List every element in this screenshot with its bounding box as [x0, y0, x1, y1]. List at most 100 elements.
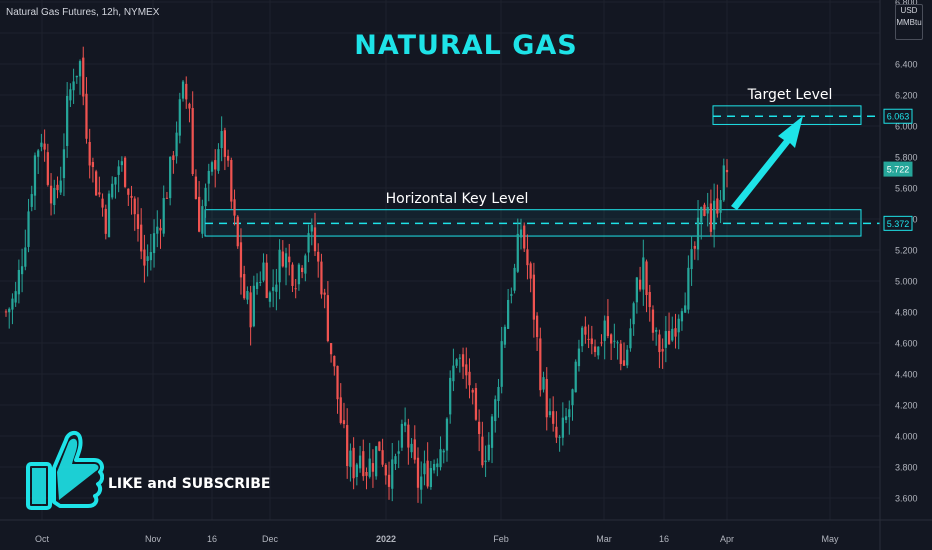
- candle-body: [526, 249, 529, 266]
- y-tick-label: 3.800: [895, 463, 918, 473]
- candle-body: [14, 291, 17, 303]
- candle-body: [542, 377, 545, 390]
- candle-body: [638, 279, 642, 290]
- price-label-text: 6.063: [887, 112, 910, 122]
- candle-body: [11, 298, 14, 310]
- candle-body: [571, 389, 574, 406]
- candle-body: [243, 274, 246, 299]
- candle-body: [169, 156, 172, 199]
- candle-body: [304, 255, 307, 274]
- y-tick-label: 5.800: [895, 153, 918, 163]
- candle-body: [165, 197, 169, 199]
- candle-body: [471, 389, 474, 393]
- candle-body: [358, 455, 362, 469]
- candle-body: [706, 206, 709, 214]
- candle-body: [606, 316, 610, 337]
- candle-body: [49, 185, 53, 204]
- candle-body: [101, 198, 104, 208]
- candle-body: [700, 207, 703, 223]
- candle-body: [24, 247, 27, 267]
- y-tick-label: 6.200: [895, 91, 918, 101]
- price-label: 5.372: [883, 215, 913, 231]
- candle-body: [333, 355, 336, 367]
- candle-body: [143, 249, 146, 266]
- candle-body: [616, 342, 619, 344]
- candle-body: [506, 299, 510, 329]
- candle-body: [632, 303, 635, 325]
- candle-body: [17, 269, 21, 295]
- candle-body: [503, 326, 507, 345]
- candle-body: [111, 183, 114, 198]
- candle-body: [716, 198, 719, 214]
- candle-body: [220, 131, 223, 149]
- candle-body: [156, 226, 159, 234]
- candle-body: [46, 152, 49, 185]
- candle-body: [375, 446, 378, 477]
- candle-body: [645, 261, 648, 296]
- candle-body: [574, 361, 577, 393]
- candle-body: [313, 227, 317, 252]
- candle-body: [62, 149, 66, 179]
- candle-body: [8, 308, 11, 313]
- candle-body: [175, 132, 178, 157]
- candle-body: [478, 421, 481, 435]
- candle-body: [494, 399, 497, 422]
- price-label-box: [883, 161, 913, 177]
- y-tick-label: 5.000: [895, 277, 918, 287]
- symbol-label[interactable]: Natural Gas Futures, 12h, NYMEX: [6, 7, 160, 18]
- candle-body: [349, 450, 352, 467]
- candle-body: [391, 459, 394, 489]
- candle-body: [513, 267, 516, 291]
- x-tick-label: 16: [659, 534, 669, 544]
- candle-body: [722, 165, 725, 201]
- candle-body: [420, 476, 423, 490]
- candle-body: [684, 305, 687, 313]
- candle-body: [107, 193, 111, 238]
- candle-body: [329, 343, 333, 355]
- x-tick-label: Feb: [493, 534, 509, 544]
- candle-body: [548, 411, 552, 416]
- candle-body: [410, 443, 413, 453]
- candle-body: [291, 264, 294, 286]
- target-level-zone[interactable]: [712, 105, 862, 125]
- candle-body: [133, 198, 136, 215]
- candle-body: [545, 379, 548, 418]
- x-tick-label: Oct: [35, 534, 50, 544]
- candle-body: [648, 292, 651, 308]
- candle-body: [500, 341, 503, 387]
- currency-unit-selector[interactable]: USD MMBtu: [895, 4, 923, 40]
- candle-body: [66, 95, 69, 146]
- candle-body: [384, 464, 387, 476]
- chart-headline: NATURAL GAS: [354, 30, 578, 61]
- candle-body: [207, 170, 210, 184]
- price-label-text: 5.722: [887, 165, 910, 175]
- candle-body: [564, 416, 568, 420]
- candle-body: [680, 311, 684, 322]
- candle-body: [671, 328, 674, 341]
- candle-body: [658, 334, 661, 353]
- candle-body: [201, 206, 204, 234]
- candle-body: [130, 195, 133, 198]
- candle-body: [381, 450, 384, 465]
- x-tick-label: Nov: [145, 534, 162, 544]
- candle-body: [432, 464, 436, 471]
- unit-label: MMBtu: [896, 18, 922, 27]
- candle-body: [53, 187, 56, 206]
- candle-body: [249, 292, 252, 328]
- candle-body: [523, 225, 526, 249]
- candle-body: [246, 291, 249, 300]
- candle-body: [288, 256, 291, 263]
- candle-body: [510, 294, 513, 296]
- candle-body: [278, 249, 281, 283]
- candle-body: [255, 282, 259, 289]
- candle-body: [194, 176, 198, 199]
- candle-body: [674, 328, 677, 337]
- currency-label: USD: [900, 6, 918, 15]
- cta-like-subscribe: LIKE and SUBSCRIBE: [108, 476, 271, 492]
- candle-body: [651, 309, 655, 333]
- candle-body: [178, 99, 181, 136]
- candle-body: [516, 233, 519, 272]
- candle-body: [600, 342, 603, 344]
- candle-body: [339, 397, 342, 423]
